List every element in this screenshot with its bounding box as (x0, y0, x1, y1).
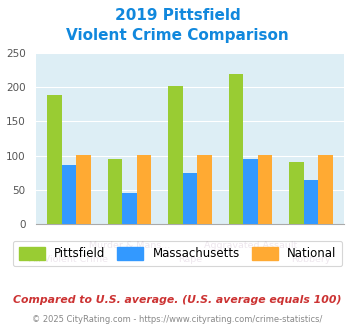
Text: All Violent Crime: All Violent Crime (29, 255, 108, 264)
Bar (318, 155, 333, 224)
Text: Rape: Rape (178, 255, 202, 264)
Bar (47, 95, 61, 224)
Bar (76, 155, 91, 224)
Legend: Pittsfield, Massachusetts, National: Pittsfield, Massachusetts, National (13, 241, 342, 266)
Bar (304, 180, 318, 224)
Bar (122, 193, 137, 224)
Bar (289, 162, 304, 224)
Bar (197, 155, 212, 224)
Bar (168, 86, 183, 224)
Text: Aggravated Assault: Aggravated Assault (204, 241, 297, 250)
Text: Murder & Mans...: Murder & Mans... (89, 241, 170, 250)
Text: Violent Crime Comparison: Violent Crime Comparison (66, 28, 289, 43)
Text: © 2025 CityRating.com - https://www.cityrating.com/crime-statistics/: © 2025 CityRating.com - https://www.city… (32, 315, 323, 324)
Bar (258, 155, 272, 224)
Bar (137, 155, 151, 224)
Bar (229, 74, 243, 224)
Text: 2019 Pittsfield: 2019 Pittsfield (115, 8, 240, 23)
Bar (108, 159, 122, 224)
Bar (61, 165, 76, 224)
Text: Compared to U.S. average. (U.S. average equals 100): Compared to U.S. average. (U.S. average … (13, 295, 342, 305)
Bar (183, 173, 197, 224)
Bar (243, 158, 258, 224)
Text: Robbery: Robbery (291, 255, 331, 264)
